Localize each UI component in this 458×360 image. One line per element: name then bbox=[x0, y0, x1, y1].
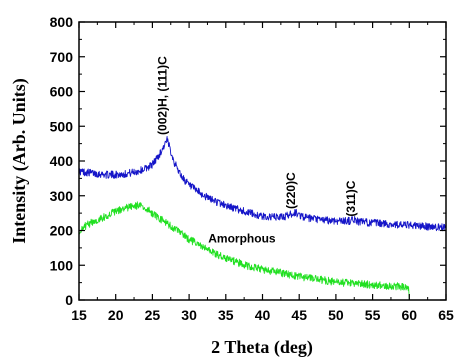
x-tick-label: 55 bbox=[365, 307, 381, 323]
y-tick-label: 400 bbox=[50, 153, 74, 169]
x-tick-label: 15 bbox=[71, 307, 87, 323]
x-tick-label: 50 bbox=[328, 307, 344, 323]
y-tick-label: 500 bbox=[50, 118, 74, 134]
x-tick-label: 60 bbox=[402, 307, 418, 323]
series-2-line bbox=[78, 201, 410, 301]
x-axis-title: 2 Theta (deg) bbox=[211, 337, 313, 358]
y-tick-label: 200 bbox=[50, 223, 74, 239]
peak-annotation-2: (220)C bbox=[284, 172, 298, 209]
y-tick-label: 300 bbox=[50, 188, 74, 204]
series-1-line bbox=[78, 135, 447, 232]
peak-annotation-1: (002)H, (111)C bbox=[155, 56, 169, 135]
x-tick-label: 65 bbox=[438, 307, 454, 323]
x-tick-label: 30 bbox=[181, 307, 197, 323]
annotations-layer: (002)H, (111)C (220)C (311)C Amorphous bbox=[155, 56, 358, 246]
y-axis-title: Intensity (Arb. Units) bbox=[9, 78, 30, 244]
x-tick-label: 45 bbox=[291, 307, 307, 323]
y-tick-label: 600 bbox=[50, 84, 74, 100]
y-tick-label: 0 bbox=[65, 292, 73, 308]
plot-frame bbox=[78, 21, 447, 301]
peak-annotation-3: (311)C bbox=[344, 180, 358, 216]
x-tick-label: 35 bbox=[218, 307, 234, 323]
x-tick-label: 25 bbox=[145, 307, 161, 323]
y-tick-label: 800 bbox=[50, 14, 74, 30]
ticks-layer: 15 20 25 30 35 40 45 50 55 60 65 0 100 200 300 400 500 60… bbox=[50, 14, 454, 323]
x-tick-label: 40 bbox=[255, 307, 271, 323]
x-tick-label: 20 bbox=[108, 307, 124, 323]
series-layer bbox=[78, 135, 447, 301]
y-tick-label: 100 bbox=[50, 257, 74, 273]
y-tick-label: 700 bbox=[50, 49, 74, 65]
peak-annotation-4: Amorphous bbox=[208, 232, 276, 246]
